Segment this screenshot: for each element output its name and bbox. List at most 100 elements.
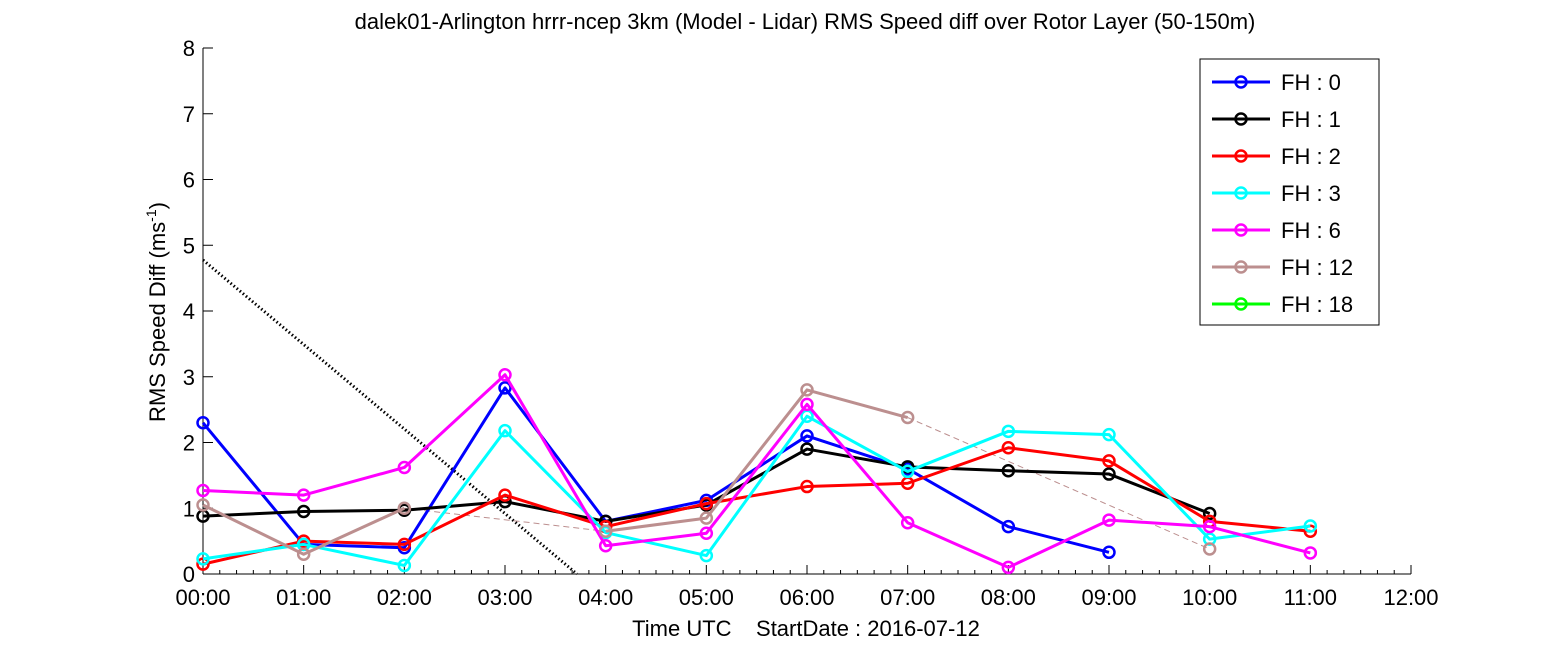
data-point <box>1001 560 1016 575</box>
legend: FH : 0 FH : 1 FH : 2 FH : 3 FH : 6 FH : 12 FH … <box>1199 58 1380 326</box>
y-tick-label: 4 <box>183 299 195 324</box>
data-point <box>498 488 512 502</box>
series-line <box>201 386 1110 554</box>
y-tick-label: 1 <box>183 496 195 521</box>
data-point <box>1001 464 1016 478</box>
x-tick-label: 01:00 <box>276 585 331 610</box>
legend-entry: FH : 0 <box>1212 70 1341 95</box>
legend-swatch-marker <box>1234 260 1248 274</box>
legend-label: FH : 1 <box>1281 107 1341 132</box>
y-tick-label: 7 <box>183 102 195 127</box>
x-tick-label: 09:00 <box>1081 585 1136 610</box>
y-tick-label: 2 <box>183 431 195 456</box>
data-point <box>800 397 814 412</box>
data-point <box>598 524 613 539</box>
data-point <box>1102 545 1116 560</box>
legend-label: FH : 3 <box>1281 181 1341 206</box>
legend-label: FH : 6 <box>1281 218 1341 243</box>
x-tick-label: 10:00 <box>1182 585 1237 610</box>
data-point <box>296 547 311 562</box>
x-axis-label: Time UTC StartDate : 2016-07-12 <box>632 616 980 641</box>
data-point <box>1001 424 1016 439</box>
legend-swatch-marker <box>1234 75 1248 89</box>
y-tick-label: 0 <box>183 562 195 587</box>
legend-swatch-marker <box>1234 186 1248 200</box>
gap-connector <box>907 417 1210 550</box>
data-point <box>900 515 915 530</box>
data-point <box>1303 524 1318 539</box>
data-point <box>800 479 814 494</box>
series-line <box>202 503 405 556</box>
data-point <box>397 537 412 552</box>
data-point <box>1001 519 1016 534</box>
series-line <box>202 373 1311 569</box>
legend-entry: FH : 2 <box>1212 144 1341 169</box>
data-point <box>196 498 210 512</box>
x-tick-label: 05:00 <box>679 585 734 610</box>
series-fh-12 <box>196 383 1217 562</box>
y-tick-label: 3 <box>183 365 195 390</box>
y-tick-label: 5 <box>183 233 195 258</box>
data-point <box>397 501 412 515</box>
data-point <box>800 442 814 456</box>
data-point <box>498 423 512 438</box>
data-point <box>196 552 210 566</box>
plot-area: 0 1 2 3 4 5 6 7 8 00:00 01:00 02:00 03:00 04:00 05:00… <box>175 36 1438 610</box>
data-point <box>1202 519 1217 534</box>
chart-title: dalek01-Arlington hrrr-ncep 3km (Model -… <box>355 9 1256 34</box>
x-tick-label: 11:00 <box>1284 585 1337 610</box>
data-point <box>498 368 512 382</box>
legend-swatch-marker <box>1234 149 1248 163</box>
series-fh-2 <box>196 441 1318 571</box>
legend-swatch-marker <box>1234 297 1248 311</box>
x-tick-label: 12:00 <box>1383 585 1438 610</box>
legend-label: FH : 2 <box>1281 144 1341 169</box>
x-tick-label: 03:00 <box>477 585 532 610</box>
legend-label: FH : 0 <box>1281 70 1341 95</box>
data-point <box>699 511 714 525</box>
data-point <box>196 483 210 498</box>
data-point <box>1303 546 1318 560</box>
y-axis-label-end: ) <box>145 202 170 209</box>
y-axis-label-text: RMS Speed Diff (ms <box>145 222 170 422</box>
x-tick-label: 07:00 <box>880 585 935 610</box>
legend-label: FH : 18 <box>1281 292 1353 317</box>
data-point <box>1102 467 1116 481</box>
data-point <box>1202 542 1217 556</box>
series-line <box>202 446 1311 566</box>
x-tick-label: 00:00 <box>175 585 230 610</box>
data-point <box>1102 427 1116 442</box>
data-point <box>196 416 210 430</box>
gap-connector <box>404 507 606 532</box>
series-line <box>605 388 909 533</box>
legend-swatch-marker <box>1234 112 1248 126</box>
data-point <box>1202 506 1217 521</box>
y-axis-label: RMS Speed Diff (ms-1) <box>143 202 170 422</box>
legend-entry: FH : 6 <box>1212 218 1341 243</box>
data-point <box>699 548 714 563</box>
data-point <box>699 496 714 511</box>
y-axis-label-group: RMS Speed Diff (ms-1) <box>143 202 170 422</box>
x-tick-label: 06:00 <box>779 585 834 610</box>
data-point <box>296 488 311 502</box>
legend-label: FH : 12 <box>1281 255 1353 280</box>
data-point <box>498 381 512 395</box>
data-point <box>1102 454 1116 468</box>
data-point <box>1303 519 1318 533</box>
legend-entry: FH : 3 <box>1212 181 1341 206</box>
data-point <box>800 383 814 397</box>
data-point <box>900 464 915 479</box>
data-point <box>296 504 311 519</box>
x-tick-label: 02:00 <box>377 585 432 610</box>
y-axis-label-sup: -1 <box>143 209 159 222</box>
data-point <box>900 410 915 425</box>
data-point <box>397 460 412 475</box>
data-point <box>397 558 412 573</box>
legend-entry: FH : 12 <box>1212 255 1353 280</box>
data-point <box>1102 513 1116 527</box>
legend-entry: FH : 18 <box>1212 292 1353 317</box>
y-tick-label: 8 <box>183 36 195 61</box>
legend-entry: FH : 1 <box>1212 107 1341 132</box>
dotted-reference-line <box>202 258 578 576</box>
x-tick-label: 08:00 <box>981 585 1036 610</box>
